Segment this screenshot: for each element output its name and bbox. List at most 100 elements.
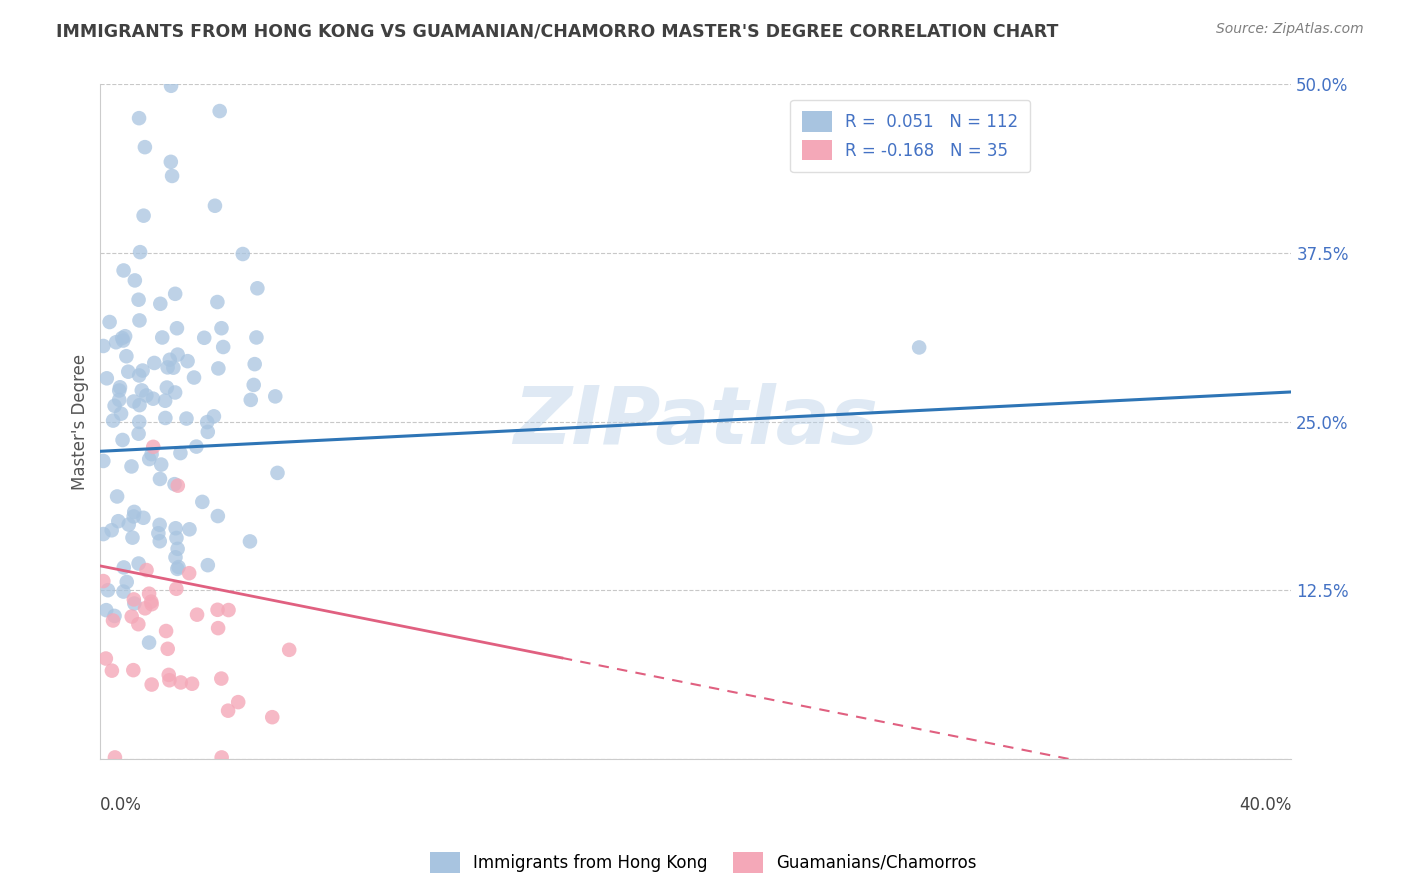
Point <box>183 370 205 384</box>
Point <box>150 330 173 344</box>
Point <box>153 393 176 408</box>
Point <box>122 505 145 519</box>
Point <box>128 111 150 125</box>
Point <box>108 384 131 398</box>
Point <box>207 295 229 310</box>
Point <box>149 517 172 532</box>
Point <box>159 154 181 169</box>
Point <box>127 617 149 632</box>
Point <box>101 614 124 628</box>
Point <box>112 584 135 599</box>
Point <box>226 695 249 709</box>
Point <box>128 313 150 327</box>
Point <box>157 668 180 682</box>
Point <box>124 273 146 287</box>
Point <box>122 509 145 524</box>
Point <box>104 399 127 413</box>
Text: ZIPatlas: ZIPatlas <box>513 383 879 460</box>
Point <box>101 414 124 428</box>
Point <box>115 349 138 363</box>
Point <box>122 592 145 607</box>
Point <box>156 360 179 375</box>
Point <box>128 426 150 441</box>
Legend: Immigrants from Hong Kong, Guamanians/Chamorros: Immigrants from Hong Kong, Guamanians/Ch… <box>423 846 983 880</box>
Point <box>142 392 165 406</box>
Point <box>100 523 122 537</box>
Point <box>111 433 134 447</box>
Point <box>217 704 239 718</box>
Point <box>134 601 156 615</box>
Point <box>128 415 150 429</box>
Point <box>156 641 179 656</box>
Point <box>207 509 229 524</box>
Point <box>148 526 170 541</box>
Point <box>98 315 121 329</box>
Point <box>121 531 143 545</box>
Legend: R =  0.051   N = 112, R = -0.168   N = 35: R = 0.051 N = 112, R = -0.168 N = 35 <box>790 100 1031 172</box>
Point <box>166 541 188 556</box>
Text: IMMIGRANTS FROM HONG KONG VS GUAMANIAN/CHAMORRO MASTER'S DEGREE CORRELATION CHAR: IMMIGRANTS FROM HONG KONG VS GUAMANIAN/C… <box>56 22 1059 40</box>
Point <box>128 368 150 383</box>
Point <box>138 452 160 467</box>
Point <box>138 635 160 649</box>
Point <box>165 550 187 565</box>
Point <box>117 365 139 379</box>
Point <box>246 281 269 295</box>
Point <box>149 297 172 311</box>
Point <box>166 321 188 335</box>
Point <box>165 286 187 301</box>
Point <box>165 582 187 596</box>
Point <box>110 407 132 421</box>
Point <box>91 574 114 588</box>
Point <box>159 352 181 367</box>
Text: 0.0%: 0.0% <box>100 796 142 814</box>
Point <box>195 415 218 429</box>
Point <box>129 245 152 260</box>
Point <box>107 514 129 528</box>
Point <box>112 560 135 574</box>
Point <box>91 527 114 541</box>
Point <box>207 603 229 617</box>
Point <box>176 354 198 368</box>
Point <box>155 624 177 638</box>
Point <box>108 380 131 394</box>
Point <box>186 607 208 622</box>
Point <box>138 587 160 601</box>
Point <box>211 750 233 764</box>
Point <box>209 672 232 686</box>
Point <box>218 603 240 617</box>
Point <box>122 663 145 677</box>
Point <box>264 389 287 403</box>
Point <box>101 664 124 678</box>
Point <box>112 263 135 277</box>
Point <box>121 609 143 624</box>
Point <box>115 574 138 589</box>
Point <box>96 371 118 385</box>
Point <box>181 677 204 691</box>
Point <box>94 651 117 665</box>
Point <box>135 388 157 402</box>
Point <box>163 477 186 491</box>
Point <box>128 398 150 412</box>
Point <box>132 510 155 524</box>
Point <box>132 209 155 223</box>
Point <box>211 321 233 335</box>
Point <box>143 356 166 370</box>
Point <box>186 440 208 454</box>
Point <box>141 597 163 611</box>
Point <box>212 340 235 354</box>
Point <box>179 522 201 536</box>
Point <box>134 140 156 154</box>
Point <box>162 360 184 375</box>
Point <box>135 563 157 577</box>
Point <box>122 394 145 409</box>
Point <box>112 334 135 348</box>
Point <box>243 357 266 371</box>
Point <box>239 392 262 407</box>
Point <box>114 329 136 343</box>
Point <box>208 104 231 119</box>
Point <box>104 750 127 764</box>
Point <box>165 521 187 535</box>
Point <box>118 517 141 532</box>
Point <box>149 472 172 486</box>
